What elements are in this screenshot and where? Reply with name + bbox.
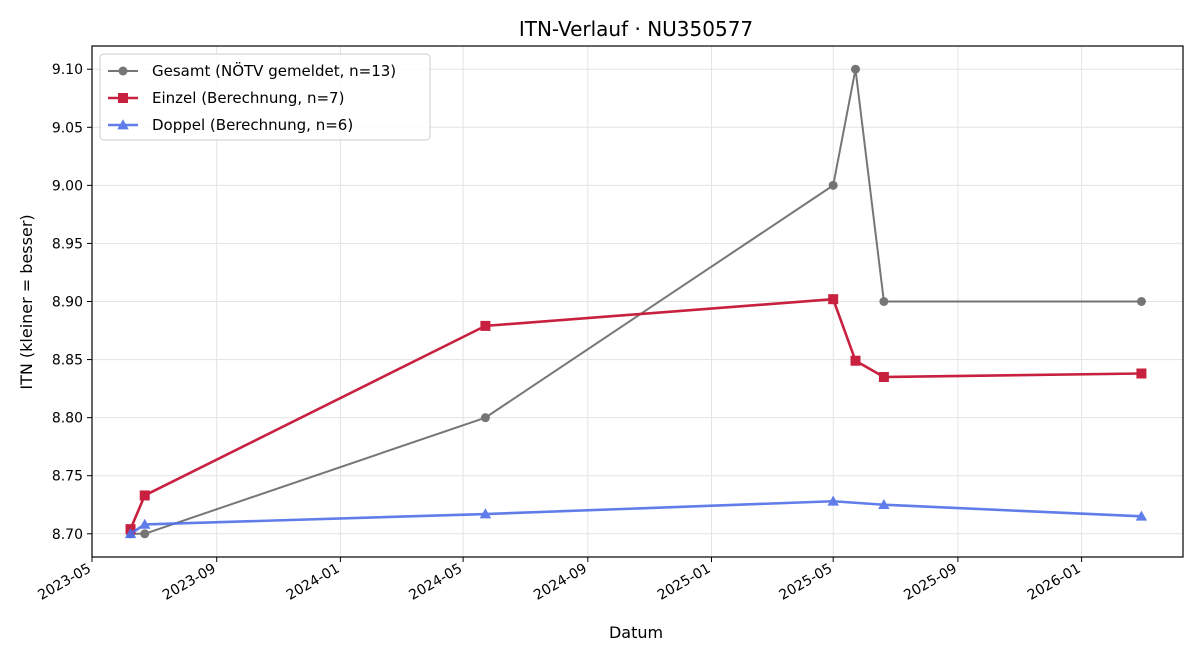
series-0	[126, 64, 1146, 539]
y-tick-label: 9.00	[52, 178, 83, 194]
y-axis-label: ITN (kleiner = besser)	[17, 214, 36, 389]
series-1-point	[850, 355, 861, 366]
series-0-point	[828, 180, 838, 190]
series-0-point	[879, 297, 889, 306]
series-2-point	[878, 498, 890, 510]
series-1-point	[480, 320, 491, 331]
y-axis: 8.70 8.75 8.80 8.85 8.90 8.95 9.00 9.05 9.10	[52, 62, 92, 543]
series-1-point	[1136, 368, 1147, 379]
x-tick-label: 2025-01	[655, 561, 714, 604]
x-axis-label: Datum	[609, 623, 663, 642]
series-1-line	[129, 297, 1142, 530]
legend-entry-2	[108, 119, 138, 130]
chart-title: ITN-Verlauf · NU350577	[519, 17, 753, 41]
y-tick-label: 9.05	[52, 120, 83, 136]
legend-swatch-marker	[118, 66, 128, 76]
x-tick-label: 2023-09	[160, 561, 219, 604]
y-tick-label: 8.90	[52, 295, 83, 311]
series-2-line	[129, 499, 1142, 535]
series-2-point	[138, 518, 151, 529]
series-layer	[124, 64, 1148, 539]
y-tick-label: 8.95	[52, 236, 83, 252]
series-0-point	[850, 64, 860, 74]
legend-entry-1	[108, 93, 138, 103]
series-2-point	[1135, 510, 1148, 521]
legend-label: Doppel (Berechnung, n=6)	[152, 116, 353, 134]
x-tick-label: 2023-05	[35, 561, 94, 604]
y-tick-label: 8.80	[52, 411, 83, 427]
series-1-point	[139, 490, 150, 501]
y-tick-label: 8.70	[52, 527, 83, 543]
series-1	[125, 294, 1147, 535]
y-tick-label: 8.85	[52, 353, 83, 369]
series-1-point	[878, 371, 889, 382]
series-2	[124, 495, 1148, 539]
x-tick-label: 2025-09	[901, 561, 960, 604]
series-1-point	[828, 294, 839, 305]
legend-swatch-marker	[117, 119, 129, 130]
series-2-point	[479, 508, 492, 519]
y-tick-label: 8.75	[52, 469, 83, 485]
series-2-point	[827, 495, 839, 506]
legend-entry-0	[108, 66, 138, 76]
x-tick-label: 2024-09	[531, 561, 590, 604]
y-tick-label: 9.10	[52, 62, 83, 78]
legend-label: Einzel (Berechnung, n=7)	[152, 89, 344, 107]
series-0-point	[480, 413, 490, 423]
x-axis: 2023-05 2023-09 2024-01 2024-05 2024-09 2025-…	[35, 557, 1084, 604]
legend-box	[99, 53, 431, 141]
x-tick-label: 2026-01	[1025, 561, 1084, 604]
x-tick-label: 2024-05	[406, 561, 465, 604]
legend-swatch-marker	[118, 93, 128, 103]
series-0-point	[1136, 297, 1146, 306]
legend: Gesamt (NÖTV gemeldet, n=13) Einzel (Bere…	[99, 53, 431, 141]
x-tick-label: 2025-05	[777, 561, 836, 604]
x-tick-label: 2024-01	[284, 561, 343, 604]
series-0-point	[140, 529, 150, 539]
series-2-point	[124, 528, 137, 539]
legend-label: Gesamt (NÖTV gemeldet, n=13)	[152, 61, 396, 80]
